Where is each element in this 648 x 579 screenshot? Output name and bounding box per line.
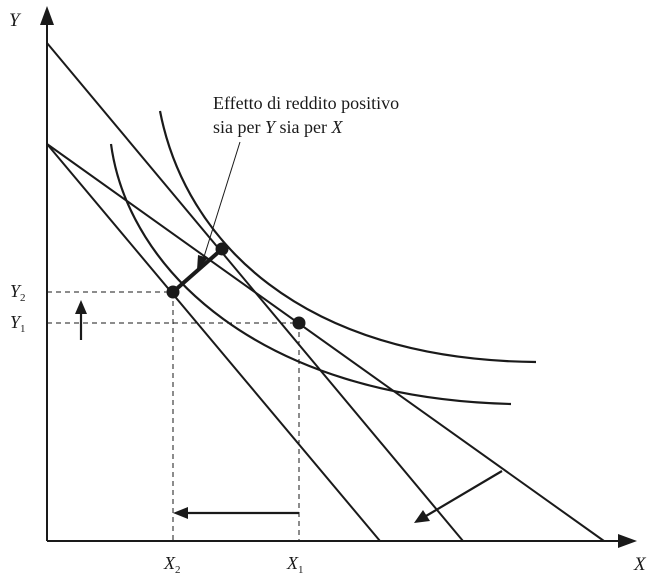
x-decrease-arrowhead [173,507,188,519]
indifference-curves [109,110,537,406]
equilibrium-points [166,242,306,330]
equilibrium-point-1 [292,316,306,330]
annotation-leader [202,141,241,261]
budget-line-inner [46,143,381,542]
tick-x2-letter: X [163,553,176,573]
axes [40,6,637,548]
annotation-line-2-a: sia per [213,117,265,137]
tick-y1: Y1 [10,312,26,335]
equilibrium-point-2 [166,285,180,299]
indifference-curve-low [109,143,512,406]
tick-y2-sub: 2 [20,292,26,304]
y-axis-arrowhead [40,6,54,25]
tick-y2-letter: Y [10,281,22,301]
tick-x1-letter: X [286,553,299,573]
tick-x2-sub: 2 [175,564,181,576]
tick-x1-sub: 1 [298,564,304,576]
annotation-line-1: Effetto di reddito positivo [213,93,399,113]
income-effect-segment [171,247,224,294]
annotation-leader-arrowhead [197,255,208,270]
annotation-line-2-c: sia per [275,117,331,137]
equilibrium-point-3 [215,242,229,256]
budget-line-rotated [46,143,605,542]
budget-shift-arrowhead [414,510,430,523]
x-axis-label: X [633,554,647,575]
y-axis-label: Y [9,10,22,31]
annotation-line-2-d: X [330,117,343,137]
tick-y1-letter: Y [10,312,22,332]
tick-x2: X2 [163,553,181,576]
tick-y2: Y2 [10,281,26,304]
annotation-line-2: sia per Y sia per X [213,117,343,137]
projection-lines [47,291,300,541]
x-axis-arrowhead [618,534,637,548]
indifference-curve-high [158,110,537,364]
tick-x1: X1 [286,553,304,576]
budget-shift-arrow [425,470,503,517]
annotation-line-2-b: Y [265,117,277,137]
budget-lines [46,42,605,542]
y-increase-arrowhead [75,300,87,314]
tick-y1-sub: 1 [20,323,26,335]
